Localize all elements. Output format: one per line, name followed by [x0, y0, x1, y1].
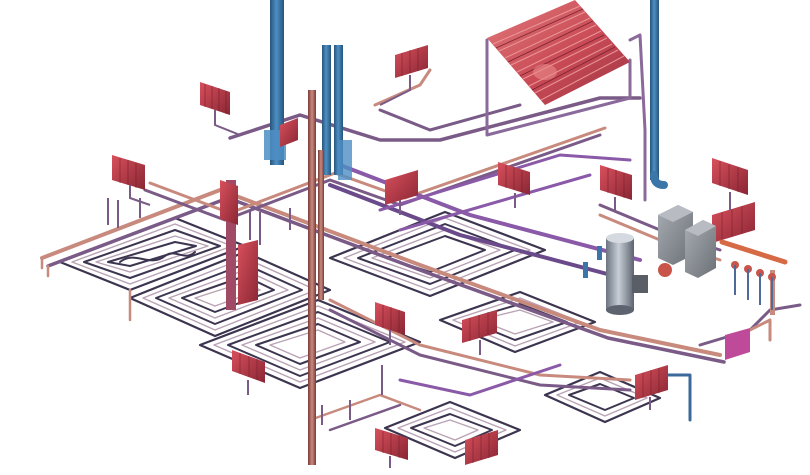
boiler-room [583, 205, 788, 315]
riser-blue-3 [334, 45, 343, 175]
radiator-7 [712, 158, 748, 195]
radiator-16 [375, 428, 408, 460]
radiator-2 [395, 45, 428, 78]
riser-red-main [308, 90, 316, 465]
manifold [719, 239, 788, 310]
riser-blue-main [270, 0, 284, 165]
underfloor-loop-f [383, 400, 522, 460]
radiator-14 [232, 350, 265, 383]
radiator-4 [280, 118, 298, 147]
radiator-3 [112, 155, 145, 190]
underfloor-loop-c [198, 298, 422, 390]
radiator-18 [725, 328, 750, 360]
return-header-pipe [46, 196, 726, 364]
riser-red-2 [318, 150, 324, 300]
radiators [112, 45, 755, 468]
radiator-15 [635, 365, 668, 400]
radiator-10 [220, 180, 238, 225]
radiator-9 [385, 170, 418, 205]
underfloor-loop-a [58, 216, 247, 292]
storage-tank [606, 233, 634, 315]
boiler-2 [685, 220, 716, 278]
solar-collector [487, 0, 630, 105]
riser-blue-right [650, 0, 659, 180]
riser-blue-2 [322, 45, 331, 175]
radiator-8 [712, 202, 755, 243]
radiator-17 [465, 430, 498, 465]
boiler-1 [658, 205, 693, 265]
radiator-11 [238, 240, 258, 305]
radiator-1 [200, 82, 230, 115]
radiator-12 [375, 302, 405, 335]
expansion-vessel [658, 263, 672, 277]
supply-header-pipe [40, 188, 722, 357]
drop-pipes [107, 198, 383, 425]
riser-violet [226, 180, 236, 310]
